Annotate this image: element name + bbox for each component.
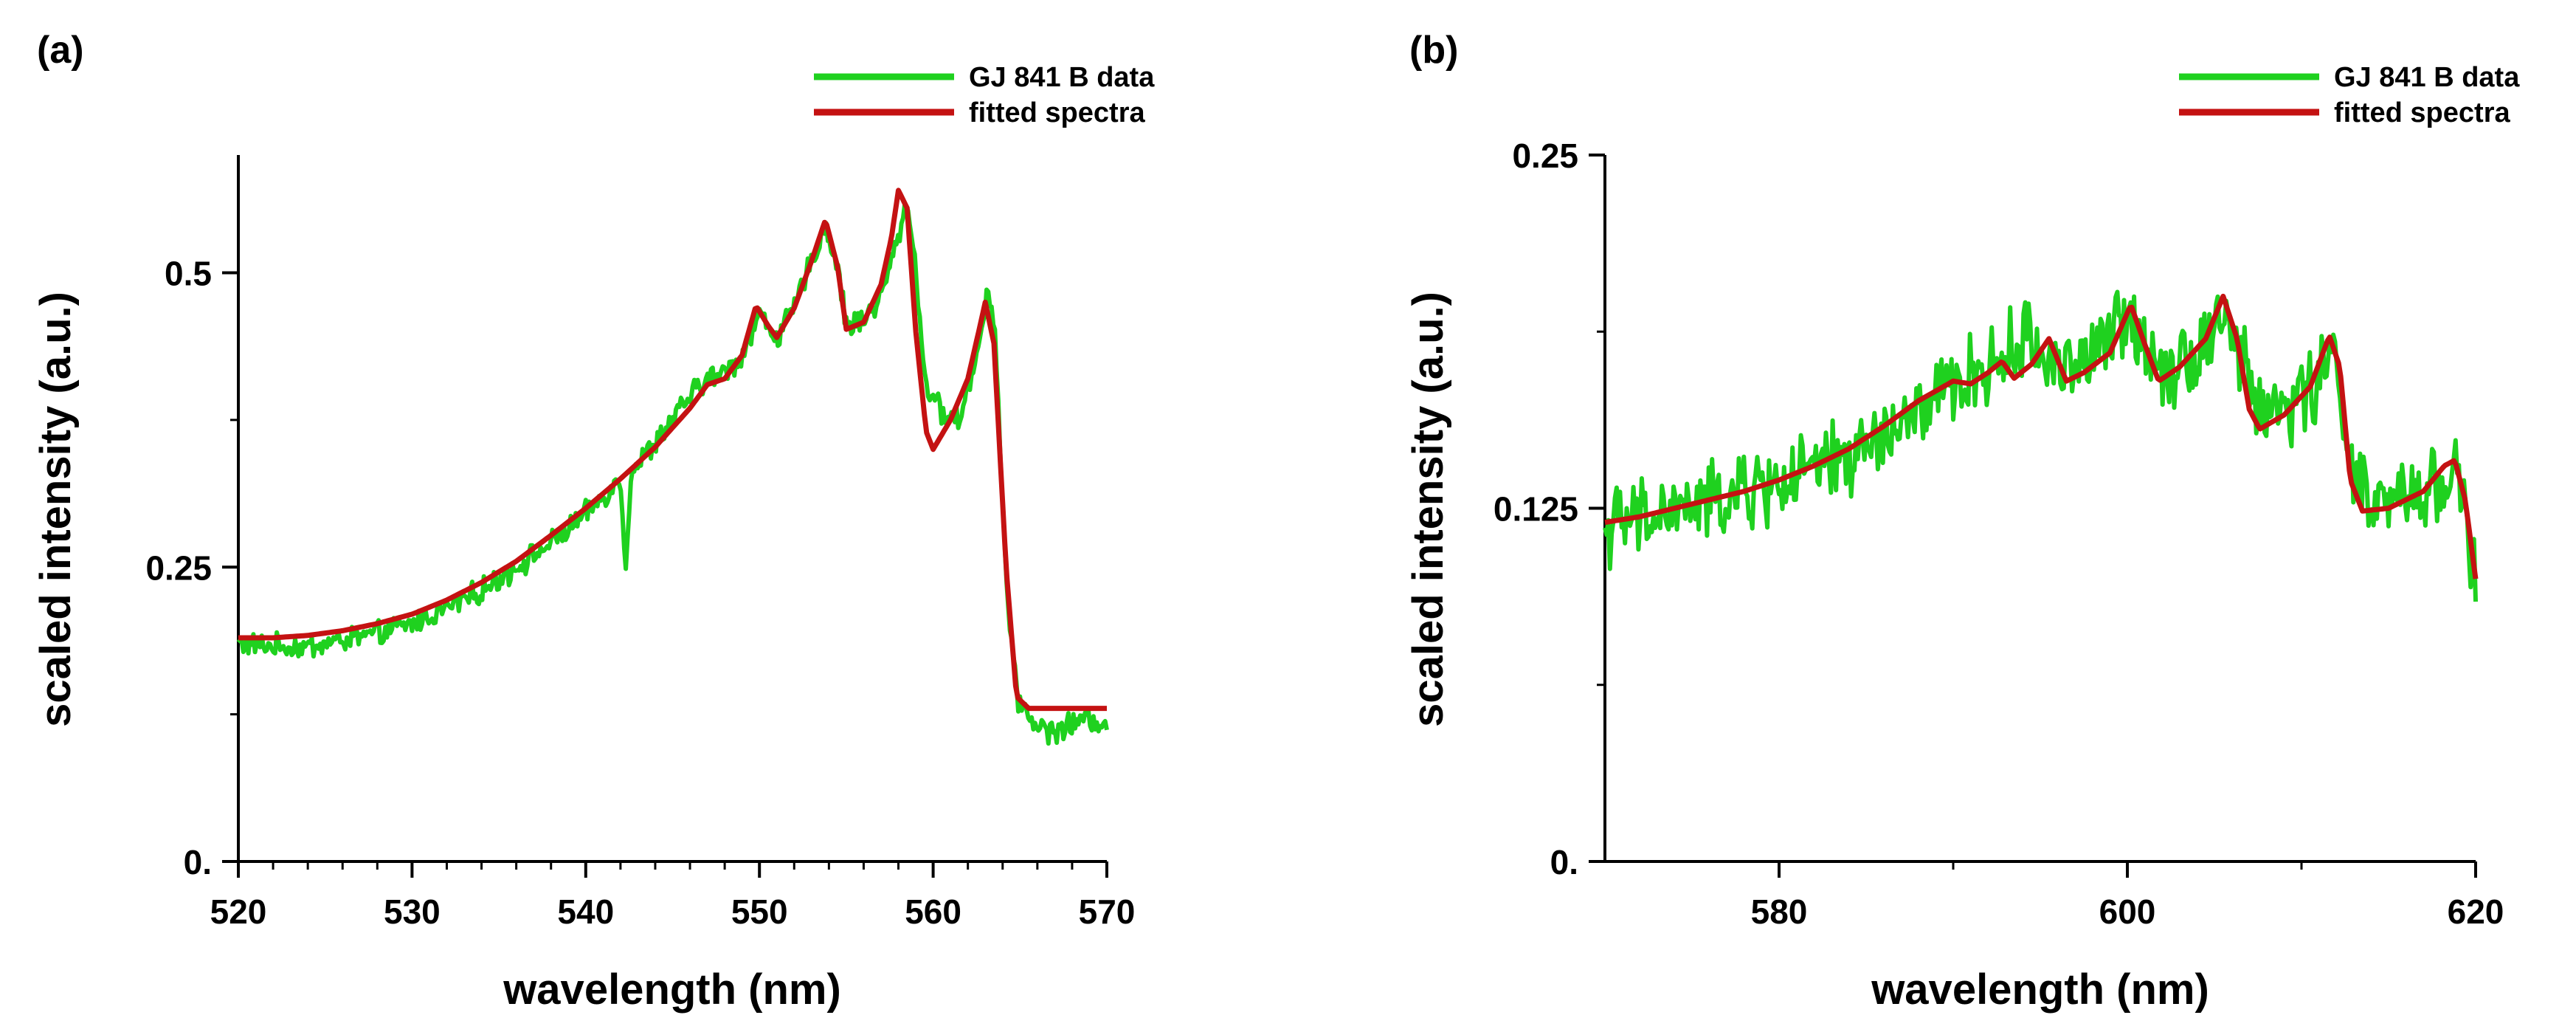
- y-axis-label: scaled intensity (a.u.): [1404, 292, 1452, 727]
- x-ticks: 580 600 620: [1751, 861, 2504, 931]
- legend: GJ 841 B data fitted spectra: [814, 62, 1155, 128]
- x-tick-label: 600: [2099, 892, 2156, 931]
- series-layer: [236, 188, 1109, 746]
- x-tick-label: 530: [384, 892, 441, 931]
- x-ticks: 520 530 540 550 560 570: [210, 861, 1136, 931]
- x-axis-label: wavelength (nm): [503, 966, 841, 1014]
- y-tick-label: 0.5: [165, 255, 212, 293]
- y-ticks: 0. 0.25 0.5: [145, 255, 238, 881]
- y-ticks: 0. 0.125 0.25: [1494, 137, 1605, 881]
- legend-fit-label: fitted spectra: [969, 97, 1145, 128]
- legend-fit-label: fitted spectra: [2334, 97, 2510, 128]
- panel-b: (b) 0. 0.125 0.25 580 600 620 wavelength (nm…: [1404, 29, 2520, 1014]
- legend-data-label: GJ 841 B data: [969, 62, 1155, 93]
- legend: GJ 841 B data fitted spectra: [2179, 62, 2520, 128]
- panel-label: (b): [1409, 29, 1458, 72]
- series-layer: [1603, 289, 2479, 602]
- legend-data-label: GJ 841 B data: [2334, 62, 2520, 93]
- y-axis-label: scaled intensity (a.u.): [32, 292, 80, 727]
- panel-label: (a): [37, 29, 84, 72]
- x-tick-label: 520: [210, 892, 267, 931]
- x-tick-label: 560: [905, 892, 961, 931]
- fit-series-line: [1604, 293, 2479, 579]
- x-tick-label: 620: [2448, 892, 2504, 931]
- y-tick-label: 0.25: [1512, 137, 1578, 175]
- x-tick-label: 550: [731, 892, 788, 931]
- x-axis-label: wavelength (nm): [1871, 966, 2209, 1014]
- data-series-line: [236, 202, 1109, 746]
- y-tick-label: 0.25: [145, 548, 212, 587]
- panel-a: (a) 0. 0.25 0.5 520 530 540 550 560 570 wavelen…: [32, 29, 1155, 1014]
- fit-series-line: [238, 188, 1108, 712]
- x-tick-label: 540: [557, 892, 614, 931]
- y-tick-label: 0.: [1550, 843, 1578, 881]
- x-tick-label: 580: [1751, 892, 1808, 931]
- y-tick-label: 0.: [184, 843, 212, 881]
- y-tick-label: 0.125: [1494, 490, 1578, 529]
- x-tick-label: 570: [1079, 892, 1136, 931]
